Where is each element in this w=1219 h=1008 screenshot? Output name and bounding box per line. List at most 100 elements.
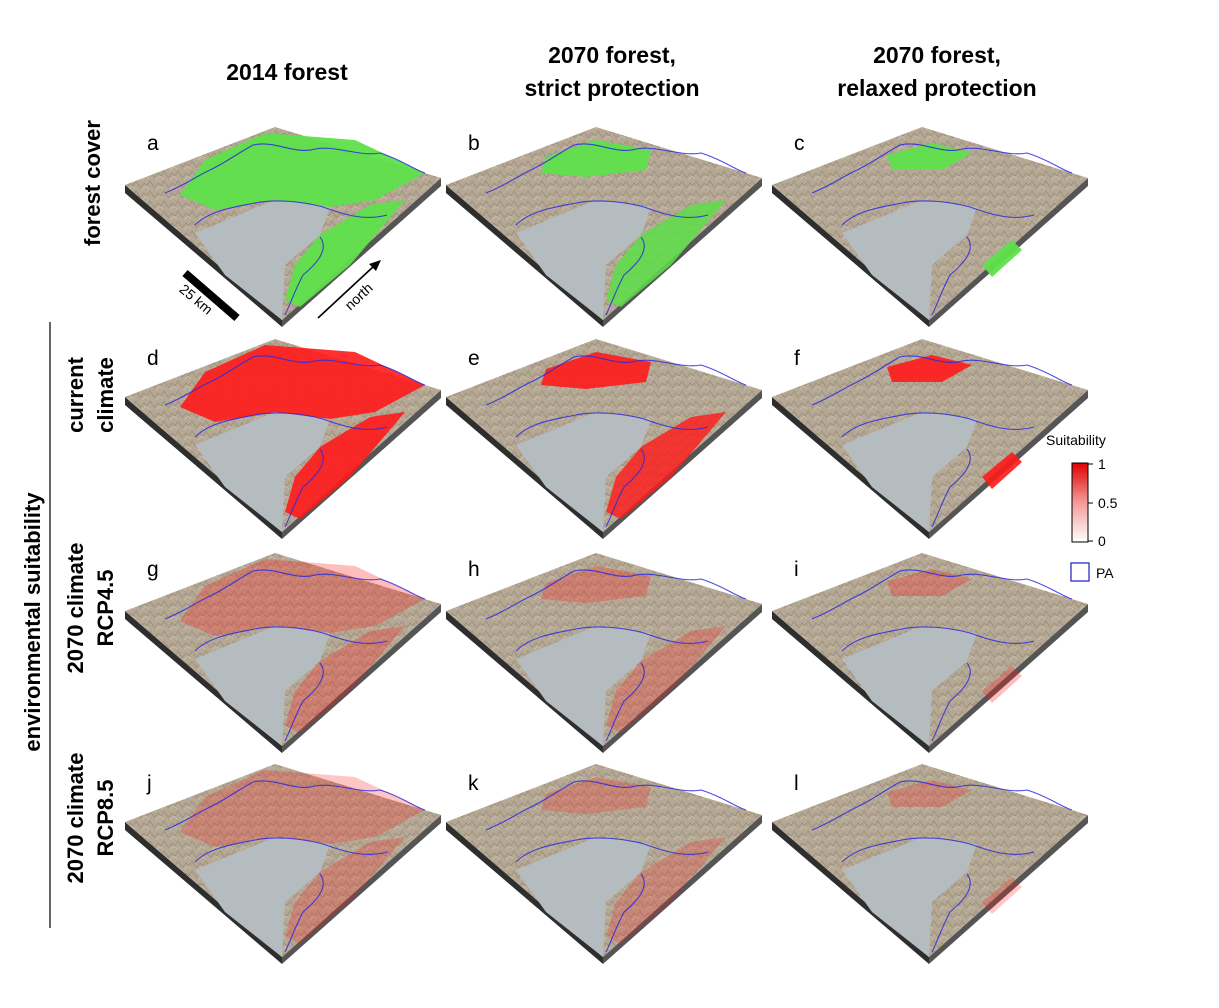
protected-area-boundary-c — [811, 143, 1073, 316]
protected-area-boundary-e — [485, 355, 747, 528]
terrain-base-right-l — [929, 815, 1088, 964]
column-title-3-line-2: relaxed protection — [837, 75, 1036, 101]
row-title-rcp45: 2070 climate RCP4.5 — [63, 543, 118, 674]
cover-southeast-i — [982, 666, 1022, 703]
terrain-base-right-j — [282, 815, 441, 964]
map-panel-f: f — [772, 339, 1088, 539]
terrain-base-left-g — [125, 611, 282, 753]
row-title-rcp85: 2070 climate RCP8.5 — [63, 753, 118, 884]
panel-letter-d: d — [147, 347, 159, 370]
terrain-base-left-l — [772, 822, 929, 964]
cover-southeast-h — [606, 626, 726, 733]
panel-letter-b: b — [468, 132, 480, 155]
panel-letter-f: f — [794, 347, 800, 370]
cover-southeast-l — [982, 877, 1022, 914]
row-title-rcp45-line-2: RCP4.5 — [93, 569, 118, 646]
terrain-base-right-i — [929, 604, 1088, 753]
row-title-rcp85-line-2: RCP8.5 — [93, 779, 118, 856]
group-label-environmental-suitability: environmental suitability — [20, 492, 45, 752]
cover-southeast-c — [982, 240, 1022, 277]
terrain-base-left-j — [125, 822, 282, 964]
terrain-base-left-f — [772, 397, 929, 539]
lake-d — [195, 412, 330, 532]
row-title-rcp85-line-1: 2070 climate — [63, 753, 88, 884]
terrain-base-left-b — [446, 185, 603, 327]
legend-pa-swatch — [1070, 562, 1090, 582]
protected-area-boundary-l — [811, 780, 1073, 953]
protected-area-boundary-i — [811, 569, 1073, 742]
terrain-base-right-d — [282, 390, 441, 539]
panel-letter-l: l — [794, 772, 799, 795]
protected-area-boundary-f — [811, 355, 1073, 528]
cover-southeast-a — [285, 200, 405, 307]
panel-letter-g: g — [147, 558, 159, 581]
map-panel-i: i — [772, 553, 1088, 753]
legend-tick-label-2: 0.5 — [1098, 495, 1118, 511]
map-panel-a: a — [125, 127, 441, 327]
terrain-base-left-k — [446, 822, 603, 964]
panel-letter-a: a — [147, 132, 159, 155]
cover-southeast-j — [285, 837, 405, 944]
cover-north-b — [541, 140, 651, 177]
north-arrow-line — [317, 265, 375, 319]
protected-area-boundary-g — [164, 569, 426, 742]
terrain-base-right-b — [603, 178, 762, 327]
terrain-base-left-h — [446, 611, 603, 753]
column-title-2-line-1: 2070 forest, — [548, 42, 676, 68]
lake-l — [842, 837, 977, 957]
terrain-base-left-i — [772, 611, 929, 753]
legend-tick-label-3: 0 — [1098, 533, 1106, 549]
cover-southeast-k — [606, 837, 726, 944]
terrain-base-right-g — [282, 604, 441, 753]
row-title-current-climate-line-2: climate — [93, 357, 118, 433]
column-title-1: 2014 forest — [226, 59, 348, 85]
lake-c — [842, 200, 977, 320]
map-panel-j: j — [125, 764, 441, 964]
cover-southeast-b — [606, 200, 726, 307]
panel-letter-k: k — [468, 772, 479, 795]
protected-area-boundary-k — [485, 780, 747, 953]
protected-area-boundary-j — [164, 780, 426, 953]
lake-f — [842, 412, 977, 532]
row-title-current-climate-line-1: current — [63, 356, 88, 432]
lake-e — [516, 412, 651, 532]
map-panel-d: d — [125, 339, 441, 539]
legend-pa-label: PA — [1096, 565, 1114, 581]
legend-tick-label-1: 1 — [1098, 456, 1106, 472]
lake-g — [195, 626, 330, 746]
map-panel-c: c — [772, 127, 1088, 327]
panel-letter-c: c — [794, 132, 805, 155]
cover-north-l — [887, 780, 972, 807]
cover-southeast-f — [982, 452, 1022, 489]
protected-area-boundary-b — [485, 143, 747, 316]
map-panel-k: k — [446, 764, 762, 964]
panel-letter-j: j — [146, 772, 152, 795]
legend-title: Suitability — [1046, 432, 1106, 448]
terrain-base-left-e — [446, 397, 603, 539]
lake-j — [195, 837, 330, 957]
map-panel-l: l — [772, 764, 1088, 964]
cover-north-f — [887, 355, 972, 382]
map-panel-h: h — [446, 553, 762, 753]
cover-north-c — [887, 143, 972, 170]
terrain-base-right-k — [603, 815, 762, 964]
panel-letter-i: i — [794, 558, 799, 581]
lake-a — [195, 200, 330, 320]
cover-north-h — [541, 566, 651, 603]
protected-area-boundary-a — [164, 143, 426, 316]
map-panels: a b c d e f g h i j k l — [125, 127, 1088, 964]
lake-k — [516, 837, 651, 957]
panel-letter-e: e — [468, 347, 480, 370]
terrain-base-right-e — [603, 390, 762, 539]
cover-north-k — [541, 777, 651, 814]
terrain-base-right-h — [603, 604, 762, 753]
row-title-forest-cover: forest cover — [80, 120, 105, 246]
terrain-base-left-d — [125, 397, 282, 539]
cover-north-i — [887, 569, 972, 596]
column-title-1-line-1: 2014 forest — [226, 59, 348, 85]
north-arrow-head-icon — [369, 260, 381, 271]
lake-h — [516, 626, 651, 746]
terrain-base-left-c — [772, 185, 929, 327]
lake-i — [842, 626, 977, 746]
